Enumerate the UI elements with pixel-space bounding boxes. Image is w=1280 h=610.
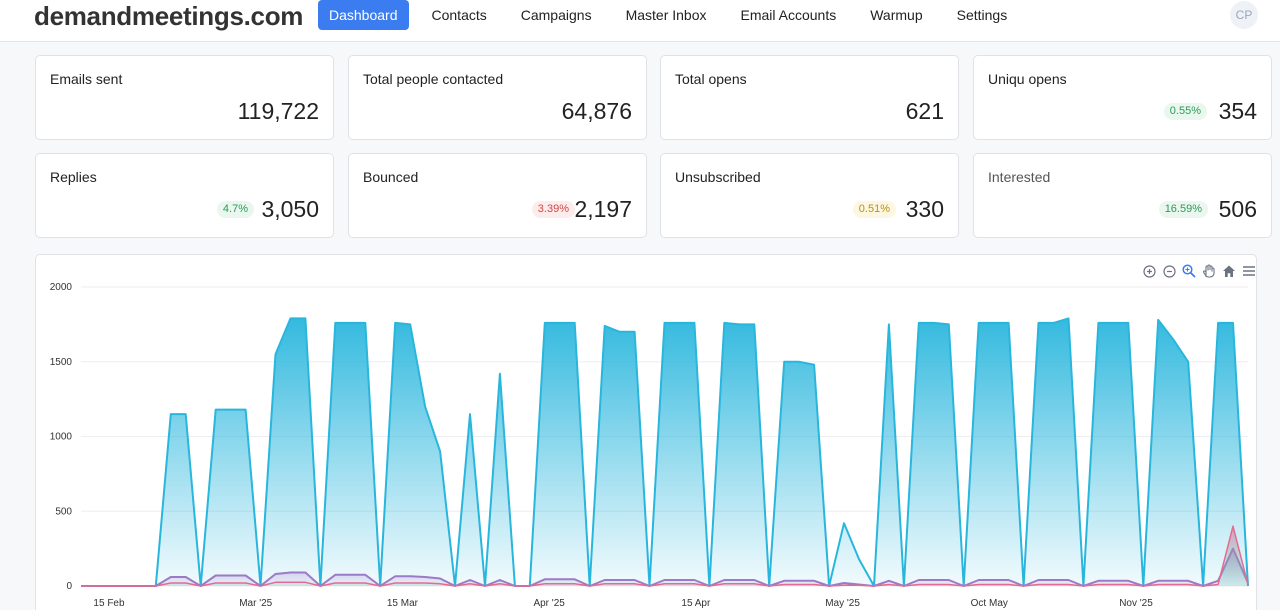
- stat-value: 506: [1218, 196, 1257, 222]
- stat-value: 3,050: [261, 196, 319, 222]
- series-line-1: [81, 547, 1249, 587]
- percent-badge: 3.39%: [531, 201, 575, 218]
- x-tick-label: 15 Apr: [681, 598, 711, 609]
- percent-badge: 4.7%: [216, 201, 254, 218]
- x-tick-label: 15 Feb: [93, 598, 125, 609]
- activity-chart-panel: 0 500 1000 1500 2000 15 Feb Mar '25 15 Mar Apr '…: [35, 254, 1257, 610]
- magnifier-icon[interactable]: [1181, 263, 1197, 279]
- zoom-out-icon[interactable]: [1161, 263, 1177, 279]
- nav-email-accounts[interactable]: Email Accounts: [740, 7, 837, 23]
- menu-icon[interactable]: [1241, 263, 1257, 279]
- x-tick-label: Nov '25: [1119, 598, 1153, 609]
- stat-value: 119,722: [237, 98, 319, 124]
- area-chart[interactable]: 0 500 1000 1500 2000 15 Feb Mar '25 15 Mar Apr '…: [36, 255, 1258, 610]
- x-tick-label: Mar '25: [239, 598, 272, 609]
- y-tick-label: 1000: [50, 432, 73, 443]
- x-tick-label: 15 Mar: [387, 598, 419, 609]
- stat-label: Total people contacted: [363, 71, 504, 87]
- top-navigation-bar: demandmeetings.com Dashboard Contacts Ca…: [0, 0, 1280, 42]
- stat-value: 64,876: [561, 98, 632, 124]
- y-tick-label: 500: [55, 506, 72, 517]
- site-logo[interactable]: demandmeetings.com: [34, 1, 304, 31]
- percent-badge: 0.51%: [852, 201, 896, 218]
- stat-card-people-contacted: Total people contacted 64,876: [348, 55, 647, 140]
- y-tick-label: 2000: [50, 282, 73, 293]
- stat-label: Bounced: [363, 169, 419, 185]
- stat-label: Replies: [50, 169, 97, 185]
- pan-hand-icon[interactable]: [1201, 263, 1217, 279]
- nav-master-inbox[interactable]: Master Inbox: [625, 7, 707, 23]
- percent-badge: 16.59%: [1158, 201, 1208, 218]
- stat-card-unsubscribed: Unsubscribed 0.51% 330: [660, 153, 959, 238]
- stat-label: Uniqu opens: [988, 71, 1067, 87]
- home-icon[interactable]: [1221, 263, 1237, 279]
- nav-dashboard[interactable]: Dashboard: [318, 0, 409, 30]
- nav-warmup[interactable]: Warmup: [870, 7, 923, 23]
- stat-card-bounced: Bounced 3.39% 2,197: [348, 153, 647, 238]
- stat-value: 2,197: [574, 196, 632, 222]
- series-line-0: [81, 317, 1249, 587]
- nav-contacts[interactable]: Contacts: [431, 7, 487, 23]
- x-tick-label: May '25: [825, 598, 860, 609]
- series-line-2: [81, 525, 1249, 587]
- nav-settings[interactable]: Settings: [956, 7, 1008, 23]
- series-area-0: [81, 318, 1248, 586]
- stat-label: Total opens: [675, 71, 747, 87]
- stat-card-unique-opens: Uniqu opens 0.55% 354: [973, 55, 1272, 140]
- chart-toolbar: [1141, 263, 1257, 279]
- stat-value: 330: [905, 196, 944, 222]
- user-avatar[interactable]: CP: [1230, 1, 1258, 29]
- y-tick-label: 0: [66, 581, 72, 592]
- stat-card-total-opens: Total opens 621: [660, 55, 959, 140]
- stat-value: 621: [905, 98, 944, 124]
- y-tick-label: 1500: [50, 357, 73, 368]
- x-tick-label: Oct May: [971, 598, 1008, 609]
- main-nav: Dashboard Contacts Campaigns Master Inbo…: [318, 0, 1030, 30]
- stat-label: Unsubscribed: [675, 169, 761, 185]
- stat-card-emails-sent: Emails sent 119,722: [35, 55, 334, 140]
- stat-card-interested: Interested 16.59% 506: [973, 153, 1272, 238]
- nav-campaigns[interactable]: Campaigns: [520, 7, 592, 23]
- stat-card-replies: Replies 4.7% 3,050: [35, 153, 334, 238]
- percent-badge: 0.55%: [1163, 103, 1207, 120]
- stat-label: Emails sent: [50, 71, 123, 87]
- stat-value: 354: [1218, 98, 1257, 124]
- stat-label: Interested: [988, 169, 1051, 185]
- x-tick-label: Apr '25: [533, 598, 565, 609]
- zoom-in-icon[interactable]: [1141, 263, 1157, 279]
